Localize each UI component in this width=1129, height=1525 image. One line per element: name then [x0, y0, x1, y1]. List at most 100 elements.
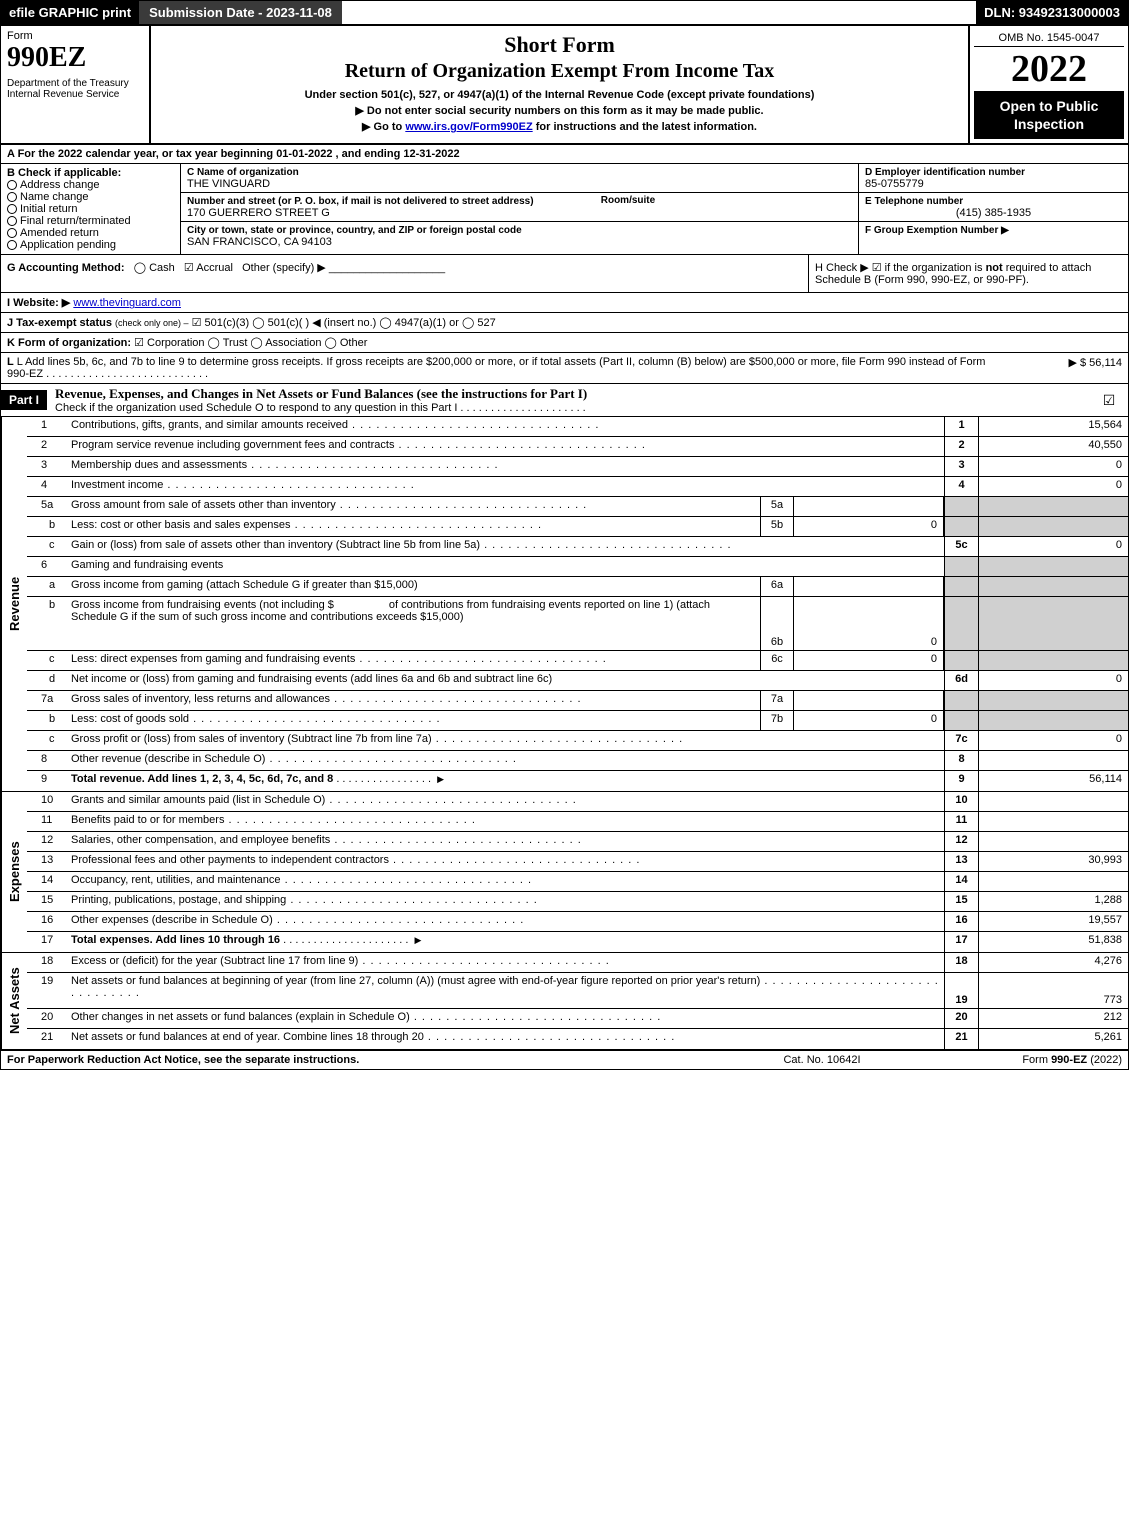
- line-desc: Net assets or fund balances at end of ye…: [67, 1029, 944, 1049]
- line-rnum: 10: [944, 792, 978, 811]
- section-d-e-f: D Employer identification number 85-0755…: [858, 164, 1128, 254]
- expenses-section: Expenses 10Grants and similar amounts pa…: [1, 792, 1128, 953]
- group-exemption-row: F Group Exemption Number ▶: [859, 222, 1128, 238]
- mid-num: 7a: [760, 691, 794, 710]
- line-desc: Grants and similar amounts paid (list in…: [67, 792, 944, 811]
- line-value: 51,838: [978, 932, 1128, 952]
- line-rnum: 17: [944, 932, 978, 952]
- form-990ez-page: efile GRAPHIC print Submission Date - 20…: [0, 0, 1129, 1070]
- line-rnum: 1: [944, 417, 978, 436]
- line-desc: Gross income from gaming (attach Schedul…: [67, 577, 760, 596]
- org-street: 170 GUERRERO STREET G: [187, 207, 330, 219]
- k-options[interactable]: ☑ Corporation ◯ Trust ◯ Association ◯ Ot…: [134, 337, 367, 349]
- line-desc: Salaries, other compensation, and employ…: [67, 832, 944, 851]
- line-value: 4,276: [978, 953, 1128, 972]
- b-option[interactable]: Name change: [7, 191, 174, 203]
- efile-print-label: efile GRAPHIC print: [1, 1, 139, 24]
- page-footer: For Paperwork Reduction Act Notice, see …: [1, 1051, 1128, 1069]
- b-option[interactable]: Application pending: [7, 239, 174, 251]
- line-num: c: [27, 731, 67, 750]
- mid-val: 0: [794, 711, 944, 730]
- line-num: 10: [27, 792, 67, 811]
- line-value: [978, 812, 1128, 831]
- mid-num: 6b: [760, 597, 794, 650]
- line-num: 2: [27, 437, 67, 456]
- phone-row: E Telephone number (415) 385-1935: [859, 193, 1128, 222]
- line-rnum: 13: [944, 852, 978, 871]
- line-value: [978, 751, 1128, 770]
- line-num: 5a: [27, 497, 67, 516]
- line-value: 1,288: [978, 892, 1128, 911]
- tax-year: 2022: [974, 47, 1124, 91]
- website-link[interactable]: www.thevinguard.com: [73, 297, 181, 309]
- h-not: not: [986, 262, 1003, 274]
- part-i-checkbox[interactable]: ☑: [1094, 392, 1124, 409]
- line-rnum: 20: [944, 1009, 978, 1028]
- goto-pre: ▶ Go to: [362, 121, 405, 133]
- top-bar: efile GRAPHIC print Submission Date - 20…: [1, 1, 1128, 26]
- footer-left: For Paperwork Reduction Act Notice, see …: [7, 1054, 722, 1066]
- line-rnum: 6d: [944, 671, 978, 690]
- line-desc: Gross income from fundraising events (no…: [67, 597, 760, 650]
- org-city: SAN FRANCISCO, CA 94103: [187, 236, 332, 248]
- gray-cell: [944, 651, 978, 670]
- line-value: 0: [978, 731, 1128, 750]
- line-value: 19,557: [978, 912, 1128, 931]
- line-value: 773: [978, 973, 1128, 1008]
- line-k-form-of-org: K Form of organization: ☑ Corporation ◯ …: [1, 333, 1128, 353]
- section-c: C Name of organization THE VINGUARD Numb…: [181, 164, 858, 254]
- g-cash[interactable]: Cash: [149, 262, 175, 274]
- line-desc: Contributions, gifts, grants, and simila…: [67, 417, 944, 436]
- form-word: Form: [7, 30, 143, 42]
- mid-val: 0: [794, 597, 944, 650]
- c-name-label: C Name of organization: [187, 167, 299, 178]
- footer-form-ref: Form 990-EZ (2022): [922, 1054, 1122, 1066]
- form-number: 990EZ: [7, 42, 143, 74]
- line-num: 14: [27, 872, 67, 891]
- line-value: 0: [978, 457, 1128, 476]
- gray-cell: [978, 497, 1128, 516]
- line-desc: Occupancy, rent, utilities, and maintena…: [67, 872, 944, 891]
- line-num: 18: [27, 953, 67, 972]
- b-option[interactable]: Amended return: [7, 227, 174, 239]
- gray-cell: [944, 577, 978, 596]
- gray-cell: [978, 577, 1128, 596]
- mid-num: 6c: [760, 651, 794, 670]
- section-g: G Accounting Method: ◯ Cash ☑ Accrual Ot…: [1, 255, 808, 292]
- department-label: Department of the Treasury Internal Reve…: [7, 78, 143, 100]
- b-option[interactable]: Final return/terminated: [7, 215, 174, 227]
- b-option[interactable]: Address change: [7, 179, 174, 191]
- line-value: 15,564: [978, 417, 1128, 436]
- street-row: Number and street (or P. O. box, if mail…: [181, 193, 858, 222]
- short-form-title: Short Form: [157, 32, 962, 58]
- b-option[interactable]: Initial return: [7, 203, 174, 215]
- line-rnum: 9: [944, 771, 978, 791]
- gray-cell: [944, 711, 978, 730]
- line-desc: Program service revenue including govern…: [67, 437, 944, 456]
- part-i-check-text: Check if the organization used Schedule …: [55, 402, 457, 414]
- c-room-label: Room/suite: [601, 195, 655, 206]
- line-desc: Less: cost of goods sold: [67, 711, 760, 730]
- irs-link[interactable]: www.irs.gov/Form990EZ: [405, 121, 532, 133]
- line-rnum: 14: [944, 872, 978, 891]
- subtitle-ssn: ▶ Do not enter social security numbers o…: [157, 104, 962, 117]
- expenses-side-label: Expenses: [1, 792, 27, 952]
- line-num: 6: [27, 557, 67, 576]
- g-accrual[interactable]: Accrual: [196, 262, 233, 274]
- g-other[interactable]: Other (specify) ▶: [242, 262, 326, 274]
- c-city-label: City or town, state or province, country…: [187, 225, 522, 236]
- j-options[interactable]: ☑ 501(c)(3) ◯ 501(c)( ) ◀ (insert no.) ◯…: [192, 317, 496, 329]
- revenue-side-label: Revenue: [1, 417, 27, 791]
- line-rnum: 15: [944, 892, 978, 911]
- line-desc: Less: cost or other basis and sales expe…: [67, 517, 760, 536]
- line-value: [978, 872, 1128, 891]
- header-right: OMB No. 1545-0047 2022 Open to Public In…: [968, 26, 1128, 143]
- line-j-tax-exempt: J Tax-exempt status (check only one) – ☑…: [1, 313, 1128, 333]
- line-value: 5,261: [978, 1029, 1128, 1049]
- line-desc: Investment income: [67, 477, 944, 496]
- line-num: 1: [27, 417, 67, 436]
- line-rnum: 4: [944, 477, 978, 496]
- line-rnum: 8: [944, 751, 978, 770]
- line-rnum: 2: [944, 437, 978, 456]
- line-l-gross-receipts: L L Add lines 5b, 6c, and 7b to line 9 t…: [1, 353, 1128, 384]
